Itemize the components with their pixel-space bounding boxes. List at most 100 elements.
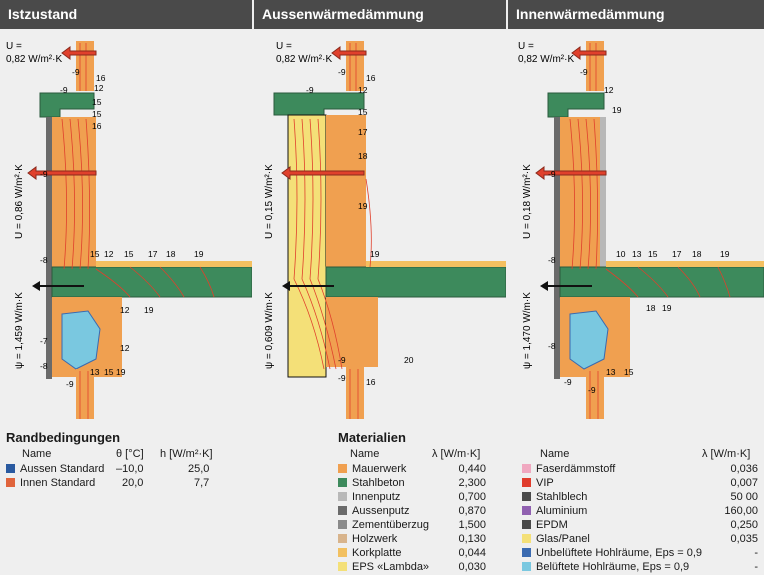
- material-swatch: [338, 492, 347, 501]
- temp-label: 15: [90, 249, 100, 259]
- material-swatch: [522, 520, 531, 529]
- isotherms: [293, 43, 372, 419]
- material-row: Innenputz 0,700: [338, 490, 486, 504]
- material-lambda: 0,700: [458, 491, 486, 503]
- temp-label: 18: [358, 151, 368, 161]
- temperature-labels: -9 16 -9 12 15 15 16 15 12 15 17 18 19 -…: [40, 67, 204, 389]
- slab: [51, 266, 252, 298]
- heat-arrows: [535, 46, 607, 291]
- swatch: [6, 478, 15, 487]
- material-name: Glas/Panel: [536, 533, 590, 545]
- heat-arrows: [27, 46, 97, 291]
- exterior-plaster: [554, 117, 560, 379]
- temp-label: 19: [358, 201, 368, 211]
- diagram-innen: U = 0,82 W/m²·K U = 0,18 W/m²·K ψ = 1,47…: [518, 41, 764, 419]
- material-lambda: 0,130: [458, 533, 486, 545]
- material-lambda: 0,035: [730, 533, 758, 545]
- temp-label: 13: [90, 367, 100, 377]
- floor-screed: [606, 261, 764, 267]
- temp-label: -9: [564, 377, 572, 387]
- temp-label: 16: [366, 377, 376, 387]
- psi-value: ψ = 0,609 W/m·K: [264, 292, 275, 369]
- temp-label: 19: [116, 367, 126, 377]
- material-row: EPS «Lambda» 0,030: [338, 560, 486, 574]
- temp-label: 15: [124, 249, 134, 259]
- temp-label: 19: [194, 249, 204, 259]
- temp-label: 18: [692, 249, 702, 259]
- material-swatch: [338, 562, 347, 571]
- temp-label: 17: [148, 249, 158, 259]
- material-swatch: [522, 492, 531, 501]
- rb-header-theta: θ [°C]: [116, 448, 144, 460]
- material-lambda: 0,250: [730, 519, 758, 531]
- material-lambda: 0,440: [458, 463, 486, 475]
- wall-upper: [586, 41, 604, 91]
- material-name: Stahlbeton: [352, 477, 405, 489]
- temp-label: -9: [580, 67, 588, 77]
- material-row: Holzwerk 0,130: [338, 532, 486, 546]
- material-name: VIP: [536, 477, 554, 489]
- material-name: Zementüberzug: [352, 519, 430, 531]
- temperature-labels: -9 -9 16 12 15 17 18 19 19 -9 20 -9 16: [306, 67, 414, 387]
- isotherms: [569, 43, 731, 419]
- u-value: 0,82 W/m²·K: [518, 54, 574, 65]
- material-swatch: [522, 548, 531, 557]
- temp-label: 12: [604, 85, 614, 95]
- temp-label: -9: [40, 169, 48, 179]
- wall-main: [326, 115, 366, 267]
- mat-header-lambda-2: λ [W/m·K]: [702, 448, 751, 460]
- temp-label: -8: [40, 255, 48, 265]
- material-swatch: [338, 520, 347, 529]
- rb-h: 7,7: [194, 477, 210, 489]
- psi-value: ψ = 1,470 W/m·K: [522, 292, 533, 369]
- material-name: Mauerwerk: [352, 463, 407, 475]
- u-label: U =: [518, 41, 534, 52]
- cavity: [61, 310, 101, 370]
- lintel: [273, 92, 365, 116]
- temp-label: -8: [40, 361, 48, 371]
- material-swatch: [338, 506, 347, 515]
- material-swatch: [522, 506, 531, 515]
- temp-label: 19: [720, 249, 730, 259]
- temperature-labels: -9 12 19 10 13 15 17 18 19 -9 -8 -8 18 1…: [548, 67, 730, 395]
- floor-screed: [96, 261, 252, 267]
- u-wall: U = 0,15 W/m²·K: [264, 164, 275, 239]
- diagram-istzustand: U = 0,82 W/m²·K U = 0,86 W/m²·K ψ = 1,45…: [6, 41, 252, 419]
- material-lambda: 0,007: [730, 477, 758, 489]
- panel-istzustand: U = 0,82 W/m²·K U = 0,86 W/m²·K ψ = 1,45…: [0, 29, 252, 423]
- material-name: EPDM: [536, 519, 568, 531]
- material-lambda: 160,00: [724, 505, 758, 517]
- mat-header-name: Name: [350, 448, 380, 460]
- temp-label: 18: [646, 303, 656, 313]
- panel-headers: Istzustand Aussenwärmedämmung Innenwärme…: [0, 0, 764, 29]
- cavity: [569, 310, 609, 370]
- u-wall: U = 0,18 W/m²·K: [522, 164, 533, 239]
- material-name: Stahlblech: [536, 491, 588, 503]
- slab: [559, 266, 764, 298]
- temp-label: 18: [166, 249, 176, 259]
- temp-label: 10: [616, 249, 626, 259]
- material-row: Stahlbeton 2,300: [338, 476, 486, 490]
- wall-bottom: [76, 369, 94, 419]
- temp-label: 15: [92, 97, 102, 107]
- slab: [325, 266, 506, 298]
- exterior-plaster: [46, 117, 52, 379]
- lintel: [547, 92, 605, 118]
- temp-label: -9: [548, 169, 556, 179]
- temp-label: 13: [632, 249, 642, 259]
- temp-label: 12: [120, 305, 130, 315]
- material-swatch: [522, 464, 531, 473]
- rb-row-aussen: Aussen Standard –10,0 25,0: [6, 462, 216, 476]
- panel-title-innen: Innenwärmedämmung: [508, 0, 764, 29]
- temp-label: 16: [366, 73, 376, 83]
- material-row: Aluminium 160,00: [522, 504, 758, 518]
- rb-theta: –10,0: [116, 463, 144, 475]
- material-swatch: [338, 464, 347, 473]
- material-row: Mauerwerk 0,440: [338, 462, 486, 476]
- rb-h: 25,0: [188, 463, 210, 475]
- material-row: Faserdämmstoff 0,036: [522, 462, 758, 476]
- material-lambda: -: [754, 547, 758, 559]
- material-name: Faserdämmstoff: [536, 463, 616, 475]
- temp-label: 15: [648, 249, 658, 259]
